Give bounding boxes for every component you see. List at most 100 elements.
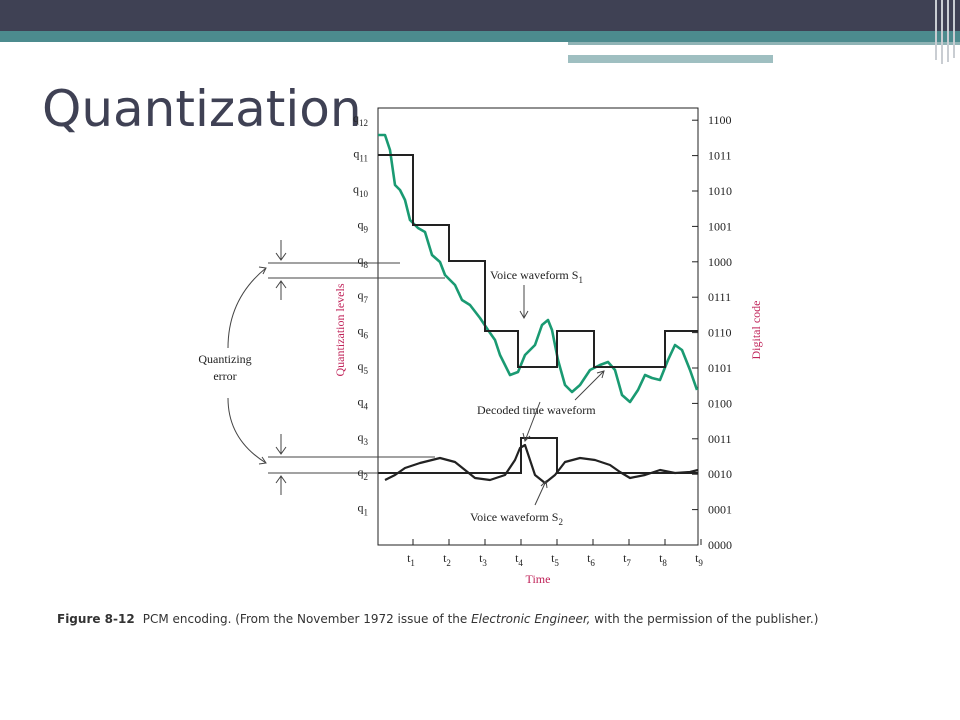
voice-waveform-s1 — [378, 133, 699, 404]
level-label: q3 — [358, 430, 369, 447]
accent-bar — [0, 31, 960, 42]
slide-title: Quantization — [42, 80, 362, 138]
level-sub: 3 — [364, 437, 369, 447]
code-label: 0110 — [708, 326, 732, 340]
level-label: q7 — [358, 288, 369, 305]
level-label: q5 — [358, 359, 369, 376]
level-sub: 8 — [364, 260, 369, 270]
code-label: 0010 — [708, 467, 732, 481]
code-label: 0001 — [708, 503, 732, 517]
time-label: t9 — [695, 551, 703, 568]
caption: Figure 8-12 PCM encoding. (From the Novem… — [57, 612, 818, 626]
time-sub: 2 — [446, 558, 451, 568]
figure: Voice waveform S1 Decoded time waveform … — [198, 107, 763, 586]
level-name: q — [358, 253, 364, 267]
time-label: t7 — [623, 551, 631, 568]
level-label: q9 — [358, 217, 369, 234]
level-sub: 6 — [364, 331, 369, 341]
time-label: t2 — [443, 551, 451, 568]
level-sub: 10 — [359, 189, 369, 199]
time-sub: 9 — [698, 558, 703, 568]
code-label: 0111 — [708, 290, 731, 304]
time-name: t — [515, 551, 519, 565]
level-name: q — [358, 288, 364, 302]
time-sub: 4 — [518, 558, 523, 568]
level-sub: 11 — [359, 154, 368, 164]
corner-lines — [935, 0, 955, 64]
code-label: 1100 — [708, 113, 732, 127]
x-axis-label: Time — [526, 572, 551, 586]
level-name: q — [358, 501, 364, 515]
time-sub: 7 — [626, 558, 631, 568]
level-label: q1 — [358, 501, 369, 518]
time-name: t — [443, 551, 447, 565]
level-sub: 2 — [364, 472, 369, 482]
time-sub: 1 — [410, 558, 415, 568]
annotation-s2: Voice waveform S2 — [470, 510, 563, 527]
time-sub: 6 — [590, 558, 595, 568]
error-markers — [227, 240, 605, 506]
time-sub: 5 — [554, 558, 559, 568]
level-label: q10 — [353, 182, 369, 199]
level-label: q8 — [358, 253, 369, 270]
level-sub: 5 — [364, 366, 369, 376]
code-label: 1000 — [708, 255, 732, 269]
accent-line — [568, 55, 773, 63]
level-sub: 1 — [364, 508, 369, 518]
code-label: 1001 — [708, 219, 732, 233]
code-label: 0011 — [708, 432, 732, 446]
level-label: q4 — [358, 394, 369, 411]
level-name: q — [358, 324, 364, 338]
level-name: q — [353, 111, 359, 125]
time-label: t1 — [407, 551, 415, 568]
time-name: t — [587, 551, 591, 565]
time-label: t3 — [479, 551, 487, 568]
accent-line — [568, 42, 960, 45]
decoded-waveform-1 — [378, 154, 698, 368]
level-name: q — [358, 430, 364, 444]
level-label: q2 — [358, 465, 369, 482]
code-label: 0000 — [708, 538, 732, 552]
code-label: 0100 — [708, 396, 732, 410]
time-name: t — [659, 551, 663, 565]
level-name: q — [353, 182, 359, 196]
plot-frame — [377, 107, 699, 546]
level-name: q — [358, 359, 364, 373]
annotation-decoded: Decoded time waveform — [477, 403, 596, 417]
time-name: t — [551, 551, 555, 565]
level-name: q — [358, 465, 364, 479]
code-label: 1010 — [708, 184, 732, 198]
error-label: Quantizing — [198, 352, 251, 366]
time-label: t4 — [515, 551, 523, 568]
level-sub: 12 — [359, 118, 368, 128]
level-sub: 4 — [364, 401, 369, 411]
time-label: t6 — [587, 551, 595, 568]
decoded-waveform-2 — [378, 437, 698, 474]
code-label: 1011 — [708, 149, 732, 163]
error-label: error — [213, 369, 236, 383]
level-label: q6 — [358, 324, 369, 341]
y-axis-label: Quantization levels — [333, 283, 347, 376]
time-name: t — [479, 551, 483, 565]
level-label: q11 — [353, 147, 368, 164]
time-label: t5 — [551, 551, 559, 568]
level-label: q12 — [353, 111, 368, 128]
level-sub: 7 — [364, 295, 369, 305]
annotation-s1: Voice waveform S1 — [490, 268, 583, 285]
level-sub: 9 — [364, 224, 369, 234]
level-name: q — [358, 394, 364, 408]
time-sub: 8 — [662, 558, 667, 568]
code-label: 0101 — [708, 361, 732, 375]
time-name: t — [407, 551, 411, 565]
top-bar — [0, 0, 960, 31]
level-name: q — [353, 147, 359, 161]
voice-waveform-s2 — [384, 443, 699, 485]
time-label: t8 — [659, 551, 667, 568]
level-name: q — [358, 217, 364, 231]
y2-axis-label: Digital code — [749, 301, 763, 360]
time-sub: 3 — [482, 558, 487, 568]
time-name: t — [623, 551, 627, 565]
time-name: t — [695, 551, 699, 565]
